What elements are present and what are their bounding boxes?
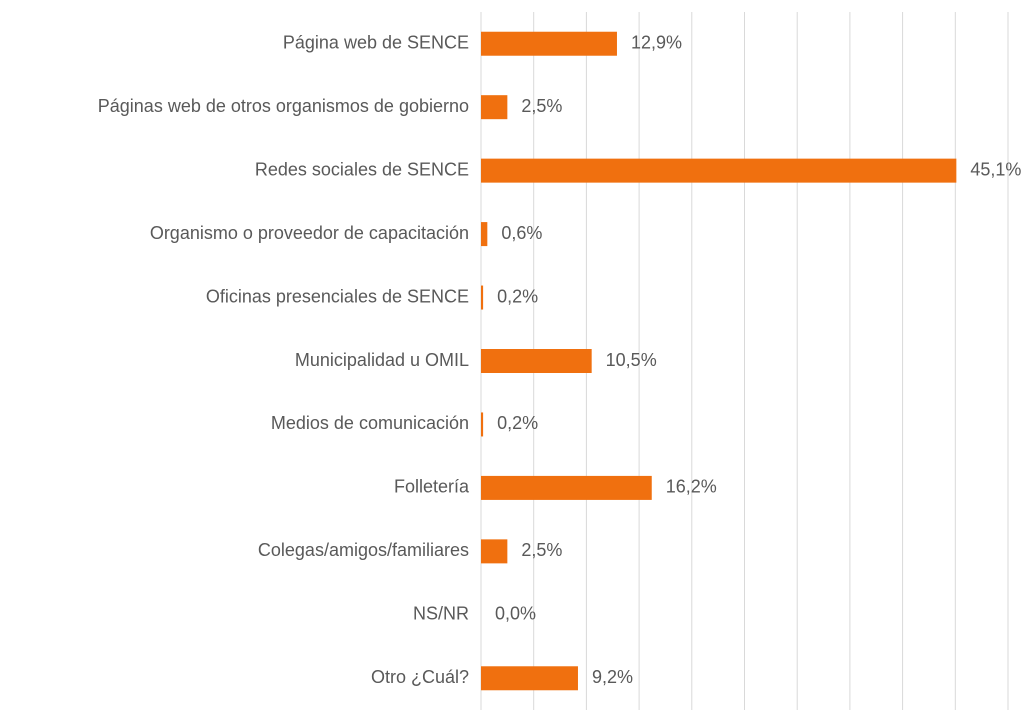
y-tick-label: NS/NR <box>413 604 469 624</box>
bar <box>481 539 508 564</box>
value-label: 16,2% <box>666 477 717 497</box>
y-tick-label: Página web de SENCE <box>283 32 469 52</box>
value-label: 45,1% <box>970 159 1021 179</box>
bar <box>481 412 484 437</box>
y-tick-label: Folletería <box>394 477 470 497</box>
bar <box>481 222 488 247</box>
bar <box>481 475 652 500</box>
value-label: 2,5% <box>521 540 562 560</box>
bar <box>481 666 578 691</box>
value-label: 9,2% <box>592 667 633 687</box>
bar <box>481 349 592 373</box>
value-label: 0,2% <box>497 413 538 433</box>
bar <box>481 158 957 183</box>
y-tick-label: Medios de comunicación <box>271 413 469 433</box>
y-tick-label: Organismo o proveedor de capacitación <box>150 223 469 243</box>
bar <box>481 95 508 120</box>
value-label: 0,0% <box>495 604 536 624</box>
bar <box>481 31 617 56</box>
value-label: 0,6% <box>501 223 542 243</box>
value-label: 0,2% <box>497 286 538 306</box>
y-tick-label: Otro ¿Cuál? <box>371 667 469 687</box>
y-tick-label: Redes sociales de SENCE <box>255 159 469 179</box>
value-label: 10,5% <box>606 350 657 370</box>
y-tick-label: Colegas/amigos/familiares <box>258 540 469 560</box>
value-label: 12,9% <box>631 32 682 52</box>
y-tick-label: Oficinas presenciales de SENCE <box>206 286 469 306</box>
y-tick-label: Páginas web de otros organismos de gobie… <box>98 96 469 116</box>
value-label: 2,5% <box>521 96 562 116</box>
y-tick-label: Municipalidad u OMIL <box>295 350 469 370</box>
bar <box>481 285 484 310</box>
